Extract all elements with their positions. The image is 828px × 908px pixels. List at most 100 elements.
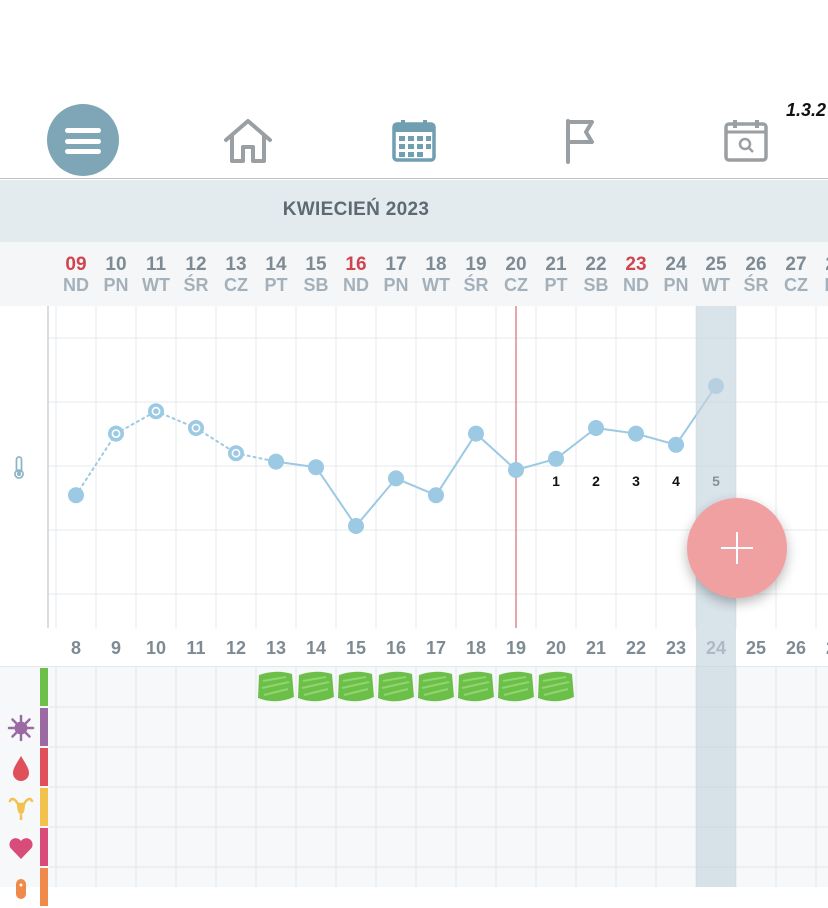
flag-icon[interactable] <box>560 118 612 164</box>
temperature-point-marker <box>191 423 201 433</box>
day-number: 21 <box>545 254 567 275</box>
cycle-day-number: 15 <box>345 638 367 658</box>
day-column-header[interactable]: 11 WT <box>136 254 176 296</box>
day-column-header[interactable]: 20 CZ <box>496 254 536 296</box>
temperature-point-marker <box>231 448 241 458</box>
temperature-point[interactable] <box>428 487 444 504</box>
temperature-point[interactable] <box>628 425 644 442</box>
day-number: 13 <box>225 254 247 275</box>
temperature-chart: 12345 <box>0 306 828 628</box>
day-number: 09 <box>65 254 87 275</box>
nav-divider <box>0 178 828 179</box>
temperature-point-marker <box>111 429 121 438</box>
temperature-point[interactable] <box>508 462 524 478</box>
day-number: 12 <box>185 254 207 275</box>
temperature-point[interactable] <box>228 445 244 462</box>
day-column-header[interactable]: 12 ŚR <box>176 254 216 296</box>
temperature-segment <box>435 432 477 497</box>
cycle-day-number: 12 <box>225 638 247 658</box>
temperature-point[interactable] <box>668 436 684 453</box>
day-of-week: ŚR <box>463 275 489 295</box>
day-number: 27 <box>785 254 807 275</box>
fertile-day-mark[interactable] <box>418 671 454 702</box>
temperature-point[interactable] <box>108 425 124 442</box>
intercourse-track[interactable] <box>0 827 828 867</box>
day-number: 18 <box>425 254 447 275</box>
symptoms-track[interactable] <box>0 707 828 747</box>
temperature-point[interactable] <box>348 518 364 534</box>
calendar-search-icon[interactable] <box>722 118 774 164</box>
fertile-day-mark[interactable] <box>538 671 574 702</box>
day-column-header[interactable]: 10 PN <box>96 254 136 296</box>
fertile-day-mark[interactable] <box>498 671 534 702</box>
temperature-segment <box>315 466 357 527</box>
app-version: 1.3.2 <box>785 100 826 120</box>
temperature-point[interactable] <box>68 487 84 504</box>
day-of-week: PT <box>544 275 568 295</box>
day-column-header[interactable]: 17 PN <box>376 254 416 296</box>
day-column-header[interactable]: 22 SB <box>576 254 616 296</box>
track-color-swatch <box>40 708 48 746</box>
blood-drop-icon <box>6 753 36 783</box>
day-column-header[interactable]: 21 PT <box>536 254 576 296</box>
temperature-segment <box>75 432 117 497</box>
temperature-point[interactable] <box>548 450 564 467</box>
track-color-swatch <box>40 828 48 866</box>
fertile-track[interactable] <box>0 667 828 707</box>
day-of-week: WT <box>142 275 170 295</box>
day-number: 15 <box>305 254 327 275</box>
day-of-week: PT <box>816 275 828 296</box>
day-column-header[interactable]: 18 WT <box>416 254 456 296</box>
day-of-week: SB <box>583 275 609 295</box>
cycle-day-number: 9 <box>110 638 121 658</box>
fertile-day-mark[interactable] <box>338 671 374 702</box>
temperature-point[interactable] <box>148 403 164 420</box>
day-header-row: 09 ND 10 PN 11 WT 12 ŚR 13 CZ 14 PT 15 SB 16 ND 17 PN 18 WT… <box>0 242 828 306</box>
day-column-header[interactable]: 19 ŚR <box>456 254 496 296</box>
calendar-icon[interactable] <box>390 118 442 164</box>
day-number: 23 <box>625 254 647 275</box>
fertile-day-mark[interactable] <box>258 671 294 702</box>
day-number: 26 <box>745 254 767 275</box>
day-number: 20 <box>505 254 527 275</box>
temperature-point[interactable] <box>308 459 324 476</box>
day-of-week: PN <box>663 275 689 295</box>
top-navigation <box>0 100 828 180</box>
day-column-header[interactable]: 16 ND <box>336 254 376 296</box>
day-column-header[interactable]: 15 SB <box>296 254 336 296</box>
day-of-week: CZ <box>224 275 248 295</box>
day-of-week: ND <box>63 275 89 295</box>
day-column-header[interactable]: 13 CZ <box>216 254 256 296</box>
bleeding-track[interactable] <box>0 747 828 787</box>
day-column-header[interactable]: 14 PT <box>256 254 296 296</box>
track-color-swatch <box>40 748 48 786</box>
menu-button[interactable] <box>47 104 119 176</box>
day-column-header[interactable]: 26 ŚR <box>736 254 776 296</box>
day-column-header[interactable]: 25 WT <box>696 254 736 296</box>
virus-icon <box>6 713 36 743</box>
fertile-day-mark[interactable] <box>458 671 494 702</box>
pill-icon <box>6 873 36 903</box>
cycle-day-number: 20 <box>545 638 567 658</box>
temperature-point[interactable] <box>588 420 604 436</box>
cycle-day-number: 21 <box>585 638 607 658</box>
cervix-track[interactable] <box>0 787 828 827</box>
fertile-day-mark[interactable] <box>378 671 414 702</box>
day-column-header[interactable]: 24 PN <box>656 254 696 296</box>
cycle-day-number: 25 <box>745 638 767 658</box>
home-icon[interactable] <box>222 118 274 164</box>
day-column-header[interactable]: 09 ND <box>56 254 96 296</box>
temperature-point[interactable] <box>188 420 204 436</box>
day-column-header[interactable]: 28PT <box>816 254 828 296</box>
day-column-header[interactable]: 27 CZ <box>776 254 816 296</box>
post-ovulation-day-label: 1 <box>552 473 560 489</box>
temperature-point[interactable] <box>468 425 484 442</box>
temperature-point[interactable] <box>268 453 284 470</box>
temperature-point[interactable] <box>388 470 404 487</box>
day-column-header[interactable]: 23 ND <box>616 254 656 296</box>
track-color-swatch <box>40 868 48 906</box>
add-entry-button[interactable] <box>687 498 787 598</box>
fertile-day-mark[interactable] <box>298 671 334 702</box>
track-color-swatch <box>40 668 48 706</box>
month-title: KWIECIEŃ 2023 <box>282 199 430 220</box>
